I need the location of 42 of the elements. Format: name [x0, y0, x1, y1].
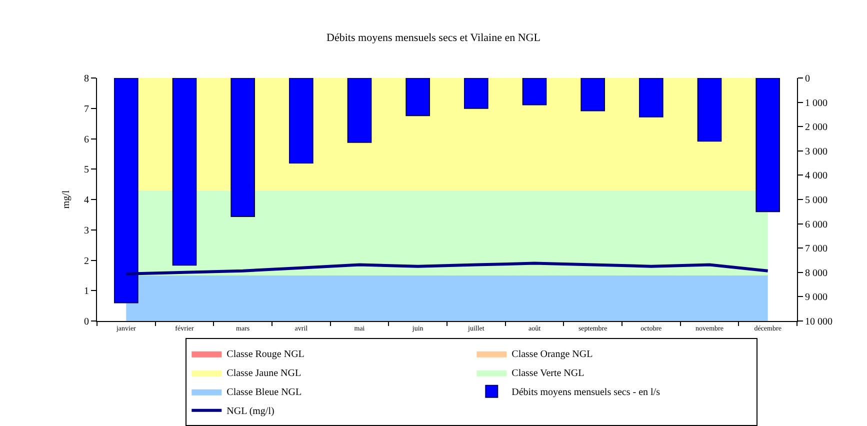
legend-label: Débits moyens mensuels secs - en l/s: [512, 387, 660, 398]
bar: [580, 78, 605, 112]
y-tick-label: 8: [84, 74, 89, 84]
y2-tick-label: 3 000: [805, 146, 828, 158]
bar: [289, 78, 314, 164]
y-tick-label: 4: [84, 195, 89, 206]
line-series: [124, 262, 770, 276]
y2-tick-label: 5 000: [805, 195, 828, 206]
bar: [756, 78, 780, 212]
bar: [230, 78, 255, 218]
y2-tick-label: 4 000: [805, 170, 828, 182]
y-tick-label: 6: [84, 134, 89, 146]
y2-tick-label: 8 000: [805, 268, 828, 279]
y-tick-label: 1: [84, 286, 89, 298]
y2-tick-label: 10 000: [805, 316, 832, 328]
y-axis-title: mg/l: [61, 190, 72, 209]
y-tick-label: 0: [84, 316, 89, 328]
legend-label: Classe Bleue NGL: [226, 387, 302, 398]
y2-tick-label: 1 000: [805, 98, 828, 109]
bar: [406, 78, 430, 116]
y-tick-label: 5: [84, 164, 89, 176]
bar: [114, 78, 138, 304]
legend-label: Classe Jaune NGL: [226, 368, 302, 380]
legend-label: Classe Rouge NGL: [226, 349, 304, 360]
bar: [172, 78, 197, 266]
legend-label: NGL (mg/l): [226, 406, 274, 418]
y2-tick-label: 0: [805, 74, 810, 84]
y-tick-label: 3: [84, 225, 89, 236]
y2-tick-label: 2 000: [805, 122, 828, 134]
legend-label: Classe Verte NGL: [512, 368, 584, 380]
legend-label: Classe Orange NGL: [512, 349, 593, 360]
y-tick-label: 7: [84, 104, 89, 115]
bar: [347, 78, 372, 143]
y-tick-label: 2: [84, 256, 89, 267]
bar: [697, 78, 722, 142]
y2-tick-label: 9 000: [805, 292, 828, 304]
bar: [522, 78, 547, 106]
chart-title: Débits moyens mensuels secs et Vilaine en NGL: [326, 32, 541, 44]
bar: [464, 78, 488, 109]
bar: [639, 78, 664, 118]
y2-tick-label: 7 000: [805, 244, 828, 255]
y2-tick-label: 6 000: [805, 219, 828, 230]
